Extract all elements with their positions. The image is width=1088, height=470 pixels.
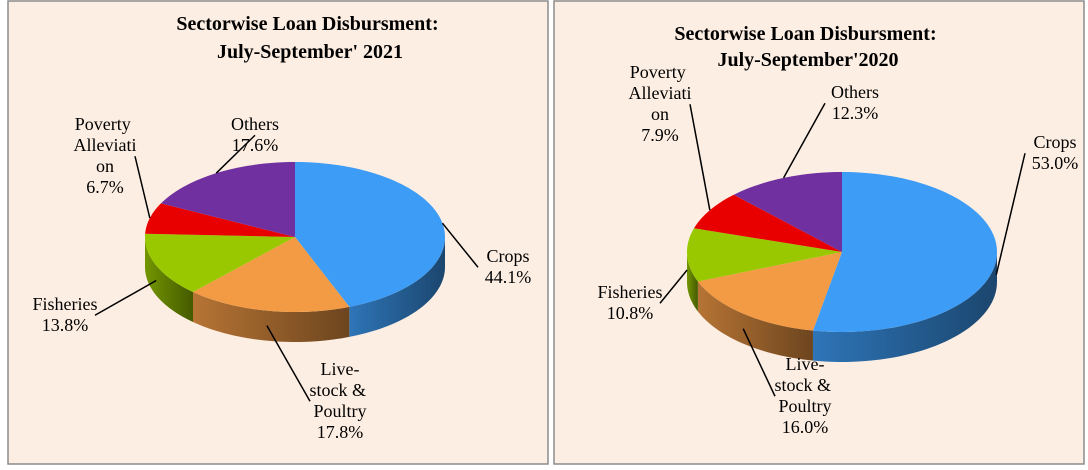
leader-line	[742, 328, 776, 397]
chart-title: Sectorwise Loan Disbursment: July-Septem…	[674, 23, 941, 71]
value-label: 10.8%	[607, 303, 654, 323]
slice	[145, 203, 295, 237]
value-label: 16.0%	[782, 417, 829, 437]
slice-label: Crops	[486, 246, 529, 266]
slice	[145, 233, 295, 292]
value-label: 17.6%	[232, 135, 279, 155]
slice-side	[687, 252, 698, 312]
slice-side	[349, 237, 445, 337]
slice	[295, 162, 445, 307]
leader-line	[134, 156, 151, 219]
slice	[812, 172, 997, 332]
slice-label: Poverty Alleviati on	[629, 62, 692, 124]
slice	[193, 237, 350, 312]
value-label: 7.9%	[641, 125, 679, 145]
slice-label: Others	[231, 114, 279, 134]
leader-line	[441, 222, 479, 268]
leader-line	[782, 102, 826, 179]
slice	[733, 172, 842, 252]
value-label: 44.1%	[485, 267, 532, 287]
leader-line	[266, 325, 311, 402]
leader-line	[689, 104, 711, 211]
slice-label: Crops	[1033, 132, 1076, 152]
value-label: 13.8%	[42, 315, 89, 335]
slice-side	[145, 237, 194, 322]
leader-line	[215, 134, 256, 174]
value-label: 6.7%	[86, 177, 124, 197]
slice-label: Poverty Alleviati on	[74, 114, 137, 176]
leader-line	[94, 279, 157, 316]
slice-label: Others	[831, 82, 879, 102]
slice-side	[812, 252, 997, 362]
slice-side	[697, 281, 813, 361]
value-label: 12.3%	[832, 103, 879, 123]
slice-side	[193, 291, 350, 342]
chart-title: Sectorwise Loan Disbursment: July-Septem…	[176, 13, 443, 63]
slice	[697, 252, 842, 331]
slice	[687, 228, 842, 282]
slice-label: Fisheries	[33, 294, 98, 314]
leader-line	[995, 153, 1026, 275]
slice-label: Fisheries	[598, 282, 663, 302]
slice	[160, 162, 295, 237]
leader-line	[659, 269, 688, 304]
value-label: 53.0%	[1032, 153, 1079, 173]
slice-label: Live-stock & Poultry	[775, 354, 836, 416]
slice	[693, 194, 842, 252]
value-label: 17.8%	[317, 422, 364, 442]
slice-label: Live-stock & Poultry	[310, 359, 371, 421]
